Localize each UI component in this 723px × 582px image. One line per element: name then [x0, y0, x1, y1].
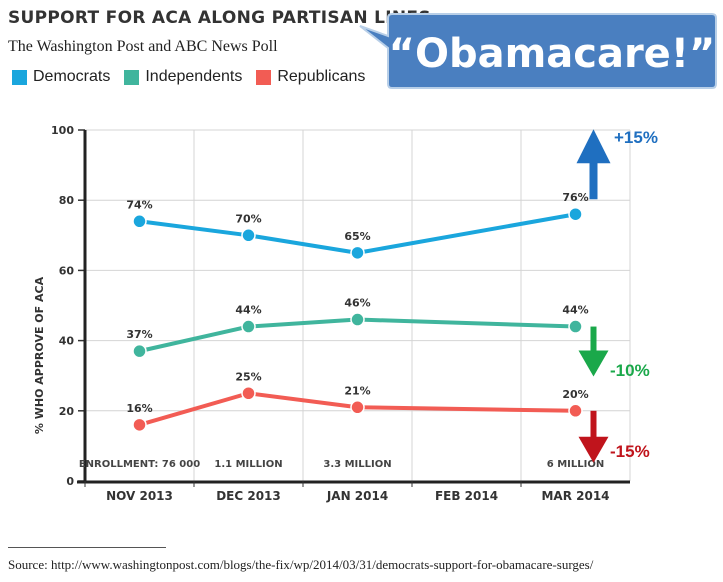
legend-label-democrats: Democrats: [33, 68, 111, 85]
x-tick-label: FEB 2014: [435, 489, 498, 503]
arrow-down-icon: [578, 410, 609, 463]
obamacare-callout: “Obamacare!”: [359, 13, 717, 89]
series-line-independents: [139, 317, 576, 354]
chart-subtitle: The Washington Post and ABC News Poll: [8, 38, 278, 55]
legend-swatch-republicans: [256, 69, 272, 85]
axes: 0 20 40 60 80 100 NOV 2013 DEC 2013 JAN 2014 FEB …: [33, 124, 630, 503]
arrow-down-icon: [578, 326, 609, 377]
data-label: 25%: [235, 370, 261, 383]
y-tick-label: 40: [59, 335, 75, 348]
data-label: 16%: [126, 402, 152, 415]
series-layer: 74% 70% 65% 76% 37% 44% 46% 44% 16% 25% 21% 20%: [126, 191, 589, 433]
chart-title: SUPPORT FOR ACA ALONG PARTISAN LINES: [8, 8, 431, 28]
y-tick-label: 80: [59, 194, 75, 207]
series-line-democrats: [139, 212, 576, 255]
enrollment-label: ENROLLMENT: 76 000: [79, 459, 200, 470]
legend-item-republicans: Republicans: [256, 68, 365, 86]
y-tick-label: 100: [51, 124, 74, 137]
plot-area: [85, 130, 630, 481]
data-label: 44%: [235, 304, 261, 317]
legend: Democrats Independents Republicans: [12, 68, 379, 86]
x-tick-label: JAN 2014: [326, 489, 388, 503]
data-point-independents: [350, 312, 365, 327]
x-tick-label: MAR 2014: [541, 489, 609, 503]
data-point-independents: [132, 343, 147, 359]
data-point-democrats: [350, 245, 365, 261]
enrollment-label: 1.1 MILLION: [214, 459, 282, 470]
gridlines: [85, 129, 631, 481]
data-point-republicans: [241, 386, 256, 401]
source-footnote: Source: http://www.washingtonpost.com/bl…: [8, 557, 594, 572]
arrow-up-icon: [576, 129, 611, 200]
legend-swatch-democrats: [12, 69, 27, 85]
data-label: 21%: [344, 384, 370, 397]
data-point-republicans: [132, 417, 147, 433]
change-label-republicans: -15%: [610, 442, 650, 461]
data-label: 76%: [562, 191, 588, 204]
enrollment-label: 3.3 MILLION: [323, 459, 391, 470]
change-label-democrats: +15%: [614, 128, 658, 147]
data-point-democrats: [568, 206, 583, 222]
change-label-independents: -10%: [610, 361, 650, 380]
y-tick-label: 60: [59, 264, 75, 277]
legend-item-independents: Independents: [124, 68, 242, 86]
data-label: 44%: [562, 304, 588, 317]
callout-bubble: [359, 13, 717, 89]
enrollment-label: 6 MILLION: [547, 459, 604, 470]
data-label: 74%: [126, 198, 152, 211]
data-point-independents: [241, 319, 256, 334]
data-label: 65%: [344, 230, 370, 243]
y-axis-label: % WHO APPROVE OF ACA: [33, 276, 46, 434]
data-point-republicans: [350, 400, 365, 415]
y-tick-label: 20: [59, 405, 75, 418]
legend-label-republicans: Republicans: [277, 68, 366, 85]
legend-item-democrats: Democrats: [12, 68, 110, 86]
data-label: 70%: [235, 212, 261, 225]
legend-label-independents: Independents: [145, 68, 243, 85]
series-line-republicans: [138, 391, 576, 427]
callout-text: “Obamacare!”: [389, 31, 716, 77]
data-point-independents: [568, 319, 583, 334]
data-point-democrats: [241, 228, 256, 243]
x-tick-label: DEC 2013: [216, 489, 281, 503]
footnote-divider: [8, 547, 166, 548]
data-label: 37%: [126, 328, 152, 341]
x-tick-label: NOV 2013: [106, 489, 173, 503]
data-label: 46%: [344, 297, 370, 310]
data-point-democrats: [132, 214, 147, 229]
annotations: +15% -10% -15%: [576, 128, 658, 463]
y-tick-label: 0: [66, 475, 74, 488]
legend-swatch-independents: [124, 69, 140, 85]
data-label: 20%: [562, 388, 588, 401]
data-point-republicans: [568, 403, 583, 419]
